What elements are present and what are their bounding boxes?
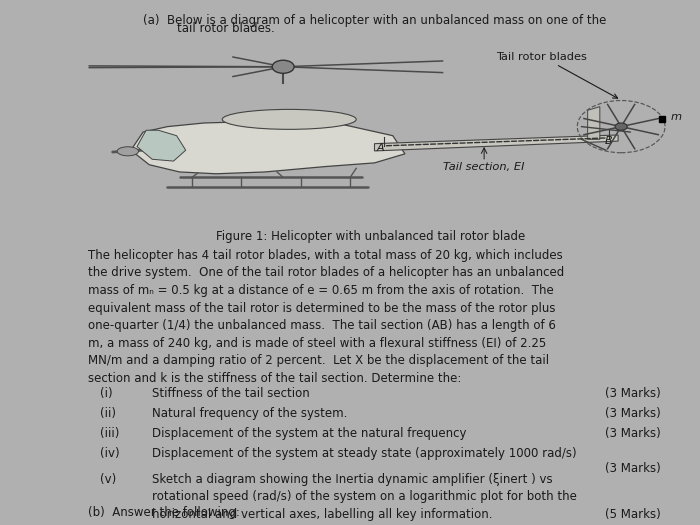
Text: the drive system.  One of the tail rotor blades of a helicopter has an unbalance: the drive system. One of the tail rotor … [88, 266, 564, 279]
Text: (iii): (iii) [100, 427, 119, 440]
Text: (3 Marks): (3 Marks) [605, 463, 661, 475]
Text: (3 Marks): (3 Marks) [605, 407, 661, 420]
Text: section and k is the stiffness of the tail section. Determine the:: section and k is the stiffness of the ta… [88, 372, 461, 385]
Text: mass of mₙ = 0.5 kg at a distance of e = 0.65 m from the axis of rotation.  The: mass of mₙ = 0.5 kg at a distance of e =… [88, 284, 554, 297]
Text: Natural frequency of the system.: Natural frequency of the system. [153, 407, 348, 420]
Text: equivalent mass of the tail rotor is determined to be the mass of the rotor plus: equivalent mass of the tail rotor is det… [88, 301, 555, 314]
Text: Displacement of the system at the natural frequency: Displacement of the system at the natura… [153, 427, 467, 440]
Circle shape [615, 123, 627, 130]
Text: (3 Marks): (3 Marks) [605, 387, 661, 400]
Polygon shape [588, 107, 600, 139]
Text: The helicopter has 4 tail rotor blades, with a total mass of 20 kg, which includ: The helicopter has 4 tail rotor blades, … [88, 249, 562, 262]
Text: m: m [671, 112, 682, 122]
Text: (ii): (ii) [100, 407, 116, 420]
Ellipse shape [117, 147, 139, 156]
Text: m, a mass of 240 kg, and is made of steel with a flexural stiffness (EI) of 2.25: m, a mass of 240 kg, and is made of stee… [88, 337, 546, 350]
Text: Tail section, EI: Tail section, EI [443, 162, 525, 172]
Text: (a)  Below is a diagram of a helicopter with an unbalanced mass on one of the: (a) Below is a diagram of a helicopter w… [143, 14, 606, 27]
Text: horizontal and vertical axes, labelling all key information.: horizontal and vertical axes, labelling … [153, 508, 493, 521]
Polygon shape [137, 130, 186, 161]
Ellipse shape [223, 109, 356, 129]
Text: Displacement of the system at steady state (approximately 1000 rad/s): Displacement of the system at steady sta… [153, 447, 577, 460]
Text: Stiffness of the tail section: Stiffness of the tail section [153, 387, 310, 400]
Circle shape [272, 60, 294, 74]
Polygon shape [374, 135, 618, 151]
Text: tail rotor blades.: tail rotor blades. [177, 22, 274, 35]
Text: (i): (i) [100, 387, 113, 400]
Text: (v): (v) [100, 472, 116, 486]
Text: A: A [377, 143, 384, 153]
Text: Figure 1: Helicopter with unbalanced tail rotor blade: Figure 1: Helicopter with unbalanced tai… [216, 230, 526, 243]
Text: Sketch a diagram showing the Inertia dynamic amplifier (ξinert ) vs: Sketch a diagram showing the Inertia dyn… [153, 472, 553, 486]
Text: rotational speed (rad/s) of the system on a logarithmic plot for both the: rotational speed (rad/s) of the system o… [153, 490, 578, 503]
Text: (b)  Answer the following:: (b) Answer the following: [88, 506, 239, 519]
Text: Tail rotor blades: Tail rotor blades [496, 51, 617, 98]
Text: (iv): (iv) [100, 447, 120, 460]
Text: MN/m and a damping ratio of 2 percent.  Let X be the displacement of the tail: MN/m and a damping ratio of 2 percent. L… [88, 354, 549, 367]
Polygon shape [131, 121, 405, 174]
Text: B: B [606, 136, 612, 146]
Text: one-quarter (1/4) the unbalanced mass.  The tail section (AB) has a length of 6: one-quarter (1/4) the unbalanced mass. T… [88, 319, 556, 332]
Text: (5 Marks): (5 Marks) [605, 508, 661, 521]
Text: (3 Marks): (3 Marks) [605, 427, 661, 440]
